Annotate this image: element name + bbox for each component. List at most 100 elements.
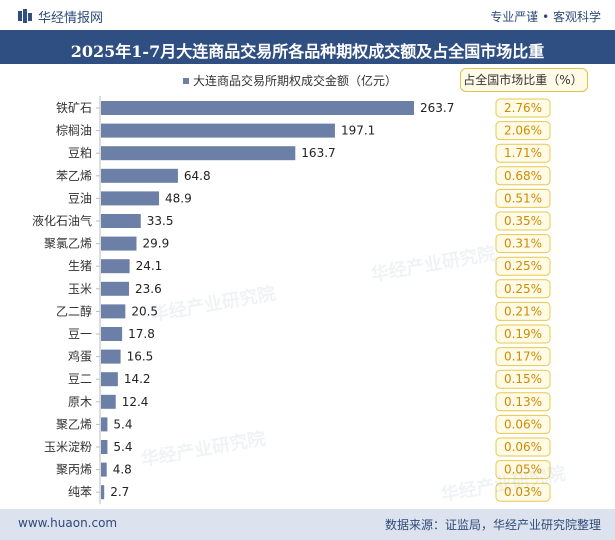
share-label: 2.06% — [504, 124, 542, 138]
share-box — [495, 98, 551, 118]
category-label: 聚氯乙烯 — [44, 237, 92, 251]
bar — [101, 123, 335, 138]
bar-value-label: 16.5 — [127, 350, 154, 364]
share-box — [495, 279, 551, 299]
top-bar: 华经情报网 专业严谨 • 客观科学 — [0, 0, 615, 30]
bar-value-label: 48.9 — [165, 191, 192, 205]
share-label: 0.17% — [504, 350, 542, 364]
bar-value-label: 24.1 — [136, 259, 163, 273]
category-label: 乙二醇 — [56, 303, 92, 318]
share-label: 0.03% — [504, 485, 542, 499]
bar — [101, 281, 130, 296]
share-label: 0.35% — [504, 214, 542, 228]
bar — [101, 101, 414, 115]
pct-legend-box — [460, 68, 588, 92]
share-label: 0.68% — [504, 169, 542, 183]
bar — [101, 304, 126, 319]
share-label: 0.51% — [504, 191, 542, 205]
bar — [101, 146, 296, 161]
share-label: 0.05% — [504, 463, 542, 477]
bar — [101, 462, 107, 477]
bar-value-label: 12.4 — [122, 395, 149, 409]
bar-value-label: 17.8 — [128, 327, 155, 341]
share-box — [495, 460, 551, 480]
share-label: 0.06% — [504, 417, 542, 431]
bar — [101, 417, 108, 432]
category-label: 铁矿石 — [56, 101, 92, 115]
share-label: 0.15% — [504, 372, 542, 386]
category-label: 聚乙烯 — [56, 417, 92, 431]
bar — [101, 191, 160, 206]
share-box — [495, 211, 551, 231]
footer-bar — [0, 509, 615, 540]
bar — [101, 327, 123, 341]
category-label: 玉米淀粉 — [44, 440, 92, 454]
category-label: 豆二 — [68, 372, 92, 386]
share-label: 0.06% — [504, 440, 542, 454]
share-label: 0.25% — [504, 259, 542, 273]
legend-swatch — [183, 78, 189, 84]
share-box — [495, 324, 551, 344]
bar — [101, 214, 141, 228]
share-box — [495, 301, 551, 321]
bar-value-label: 197.1 — [341, 124, 375, 138]
bar — [101, 259, 130, 274]
category-label: 液化石油气 — [32, 213, 92, 228]
category-label: 豆一 — [68, 327, 92, 341]
bar — [101, 485, 105, 500]
category-label: 苯乙烯 — [56, 169, 92, 183]
legend-label-amount: 大连商品交易所期权成交金额（亿元） — [193, 73, 397, 88]
category-label: 聚丙烯 — [56, 463, 92, 477]
bar-value-label: 2.7 — [110, 485, 129, 499]
category-label: 豆油 — [68, 191, 92, 205]
footer-url: www.huaon.com — [18, 516, 118, 530]
bar — [101, 440, 108, 454]
share-label: 2.76% — [504, 101, 542, 115]
category-label: 鸡蛋 — [68, 349, 92, 364]
data-source: 数据来源：证监局，华经产业研究院整理 — [384, 518, 601, 532]
bar-value-label: 5.4 — [113, 417, 132, 431]
share-box — [495, 143, 551, 163]
bar — [101, 236, 137, 251]
share-box — [495, 392, 551, 412]
share-label: 0.31% — [504, 237, 542, 251]
bar — [101, 372, 118, 387]
category-label: 棕榈油 — [56, 123, 92, 138]
share-box — [495, 234, 551, 254]
share-box — [495, 437, 551, 457]
bar — [101, 168, 178, 183]
title-bar — [0, 30, 615, 64]
bar — [101, 394, 116, 409]
category-label: 生猪 — [68, 259, 92, 273]
share-box — [495, 188, 551, 208]
bar-value-label: 64.8 — [184, 169, 211, 183]
category-label: 豆粕 — [68, 145, 92, 160]
share-box — [495, 347, 551, 367]
category-label: 原木 — [68, 395, 92, 409]
share-box — [495, 256, 551, 276]
bar-value-label: 20.5 — [131, 304, 158, 318]
bar-value-label: 29.9 — [142, 237, 169, 251]
brand-name: 华经情报网 — [38, 11, 104, 26]
tagline: 专业严谨 • 客观科学 — [490, 10, 601, 24]
share-label: 0.13% — [504, 395, 542, 409]
share-box — [495, 482, 551, 502]
legend-label-share: 占全国市场比重（%） — [463, 72, 582, 87]
share-box — [495, 121, 551, 141]
bar-value-label: 5.4 — [113, 440, 132, 454]
bar-value-label: 33.5 — [147, 214, 174, 228]
share-label: 0.21% — [504, 304, 542, 318]
bar-value-label: 14.2 — [124, 372, 151, 386]
bar-chart: 大连商品交易所期权成交金额（亿元） 占全国市场比重（%） 铁矿石 263.7 2.76%… — [32, 72, 583, 505]
share-box — [495, 369, 551, 389]
logo-icon — [18, 9, 32, 23]
bar-value-label: 163.7 — [301, 146, 335, 160]
share-box — [495, 166, 551, 186]
bar-value-label: 263.7 — [420, 101, 454, 115]
share-label: 0.19% — [504, 327, 542, 341]
share-label: 0.25% — [504, 282, 542, 296]
bar-value-label: 23.6 — [135, 282, 162, 296]
bar-value-label: 4.8 — [113, 463, 132, 477]
share-label: 1.71% — [504, 146, 542, 160]
category-label: 纯苯 — [68, 485, 92, 499]
